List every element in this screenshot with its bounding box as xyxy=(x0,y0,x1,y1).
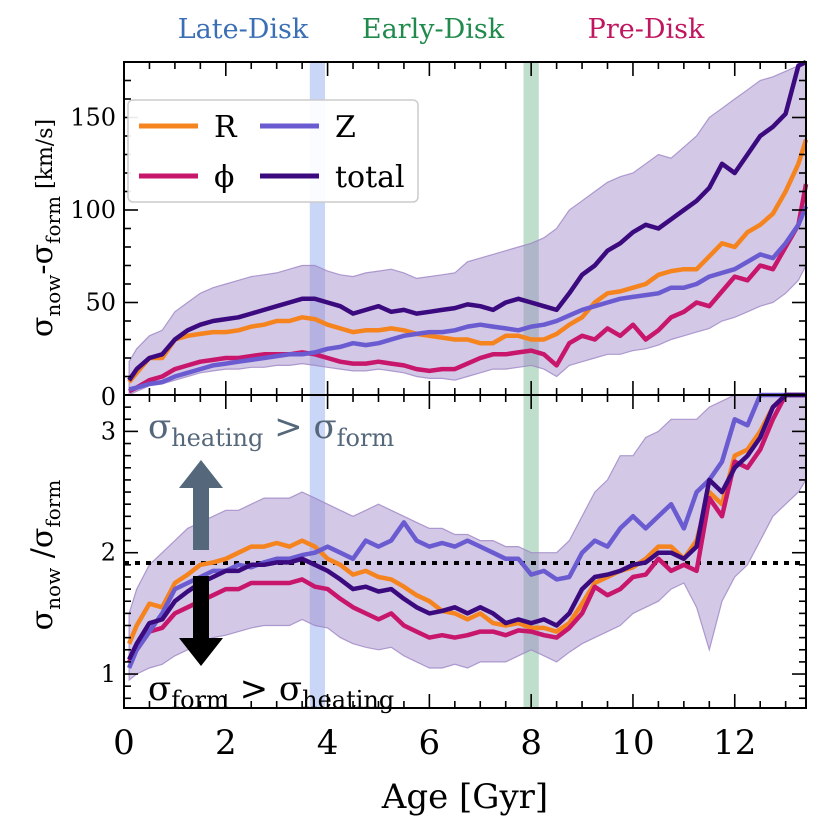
bot-series-total xyxy=(127,392,806,661)
bot-series-Z xyxy=(127,392,806,669)
top-ytick-label: 50 xyxy=(85,289,116,317)
top-band-early-disk xyxy=(523,62,539,395)
top-ytick-label: 150 xyxy=(70,104,116,132)
top-series-R xyxy=(127,139,809,384)
legend-label-Z: Z xyxy=(335,110,356,145)
legend-label-phi: ϕ xyxy=(214,160,234,195)
xtick-label: 12 xyxy=(713,723,756,763)
top-ytick-label: 100 xyxy=(70,196,116,224)
bot-ytick-label: 2 xyxy=(101,539,116,567)
xtick-label: 6 xyxy=(419,723,441,763)
bottom-frame xyxy=(123,394,807,709)
top-ylabel-text: σnow-σform [km/s] xyxy=(25,119,65,337)
top-series-phi xyxy=(128,183,809,394)
legend-label-total: total xyxy=(335,160,405,195)
annotation-form-gt-heating: σform > σheating xyxy=(148,669,394,714)
bot-ytick-label-extra: 0 xyxy=(101,383,116,411)
band-label-pre: Pre-Disk xyxy=(588,14,705,45)
bot-ytick-label: 1 xyxy=(101,660,116,688)
xtick-label: 8 xyxy=(520,723,542,763)
legend-label-R: R xyxy=(214,110,238,145)
band-label-late: Late-Disk xyxy=(178,14,309,45)
xtick-label: 4 xyxy=(317,723,339,763)
bottom-series-lines xyxy=(127,392,806,669)
legend-box xyxy=(127,99,419,203)
bot-series-phi xyxy=(127,392,806,664)
top-panel: 50 100 150 xyxy=(70,59,809,396)
xtick-label: 0 xyxy=(113,723,135,763)
arrow-up-icon xyxy=(179,460,223,550)
xtick-label: 2 xyxy=(215,723,237,763)
top-ticks: 50 100 150 xyxy=(70,61,806,396)
annotation-heating-gt-form: σheating > σform xyxy=(148,407,394,452)
x-axis-label: Age [Gyr] xyxy=(381,777,548,817)
legend: R Z ϕ total xyxy=(127,99,419,203)
bottom-ylabel-text: σnow /σform xyxy=(25,480,65,631)
top-ylabel: σnow-σform [km/s] xyxy=(25,119,65,337)
top-series-lines xyxy=(127,59,809,394)
bot-ytick-label: 3 xyxy=(101,417,116,445)
arrow-down-icon xyxy=(179,576,223,666)
band-label-early: Early-Disk xyxy=(362,14,505,45)
top-series-total xyxy=(127,59,807,382)
xtick-label: 10 xyxy=(611,723,654,763)
top-series-Z xyxy=(128,205,809,392)
bottom-ylabel: σnow /σform xyxy=(25,480,65,631)
